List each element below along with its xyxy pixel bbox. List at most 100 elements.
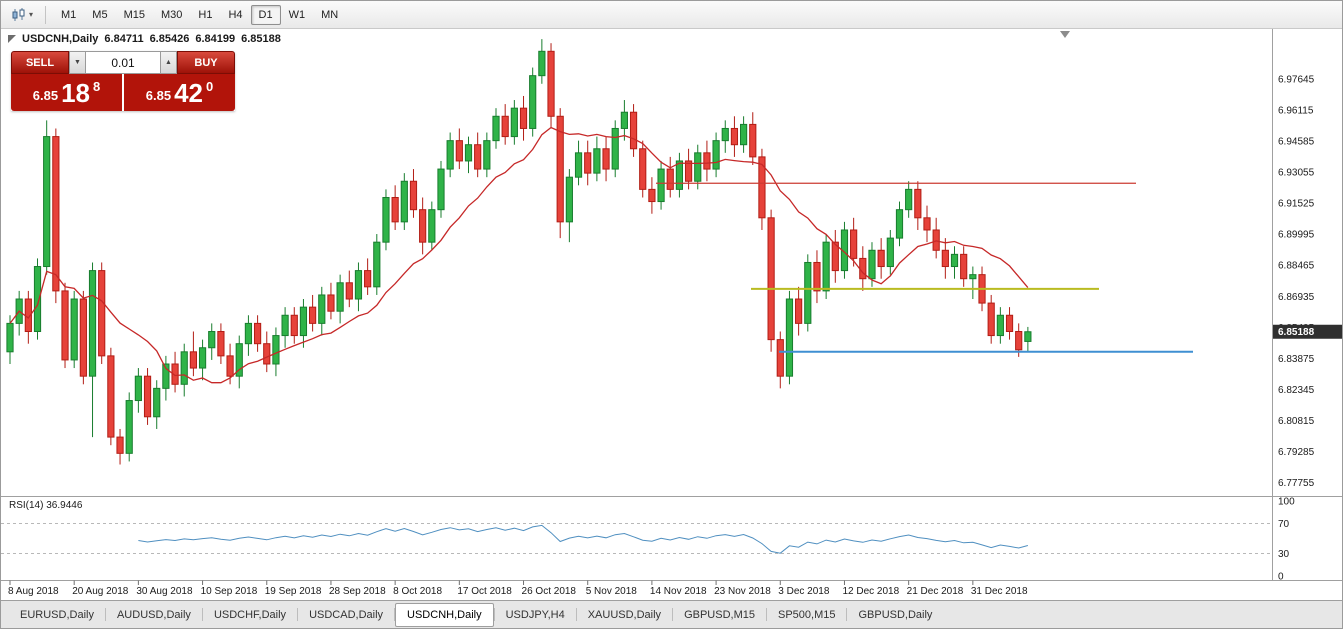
timeframe-button-d1[interactable]: D1 <box>250 4 281 25</box>
candle-body <box>281 314 289 337</box>
candle-body <box>969 274 977 280</box>
date-axis-label: 19 Sep 2018 <box>265 586 322 597</box>
tab-separator <box>575 608 577 621</box>
candle-body <box>593 148 601 174</box>
candle-body <box>538 50 546 77</box>
date-axis-label: 23 Nov 2018 <box>714 586 771 597</box>
candle-body <box>33 266 42 333</box>
candle-body <box>694 152 702 182</box>
candle-body <box>987 302 995 337</box>
chart-area[interactable]: 6.97645 6.96115 6.94585 6.93055 6.91525 6.899… <box>1 29 1343 602</box>
tab-separator <box>394 608 396 621</box>
chart-tab-xauusd[interactable]: XAUUSD,Daily <box>587 608 662 621</box>
tab-separator <box>493 608 495 621</box>
timeframe-button-mn[interactable]: MN <box>321 8 339 21</box>
candle-body <box>263 343 271 365</box>
candle-body <box>510 107 518 138</box>
date-axis-label: 30 Aug 2018 <box>136 586 193 597</box>
price-axis-label: 6.80815 <box>1278 416 1315 427</box>
candle-body <box>98 270 106 357</box>
candle-body <box>712 140 720 170</box>
ohlc-high: 6.85426 <box>149 33 190 45</box>
volume-decrease-button[interactable]: ▼ <box>69 51 86 74</box>
chart-tab-usdcad[interactable]: USDCAD,Daily <box>309 608 384 621</box>
price-axis-label: 6.79285 <box>1278 447 1315 458</box>
candle-body <box>455 140 463 162</box>
timeframe-button-w1[interactable]: W1 <box>288 8 306 21</box>
candle-body <box>1024 331 1032 342</box>
rsi-axis-label: 0 <box>1278 572 1284 583</box>
chart-shift-marker-icon[interactable] <box>1060 31 1070 38</box>
sell-price-sup: 8 <box>93 79 101 94</box>
chart-tab-usdjpy[interactable]: USDJPY,H4 <box>505 608 565 621</box>
rsi-axis-label: 100 <box>1278 497 1295 508</box>
candle-body <box>1015 331 1023 351</box>
candle-body <box>79 298 87 377</box>
chart-tab-gbpusd[interactable]: GBPUSD,M15 <box>684 608 755 621</box>
price-axis-label: 6.91525 <box>1278 199 1315 210</box>
timeframe-button-m30[interactable]: M30 <box>160 8 183 21</box>
date-axis-label: 8 Oct 2018 <box>393 586 442 597</box>
rsi-line[interactable] <box>138 524 1029 554</box>
candle-body <box>419 209 427 243</box>
candle-body <box>629 111 638 150</box>
date-axis-label: 28 Sep 2018 <box>329 586 386 597</box>
tab-separator <box>846 608 848 621</box>
chart-type-button[interactable]: ▾ <box>6 5 38 25</box>
timeframe-button-h4[interactable]: H4 <box>228 8 243 21</box>
candle-body <box>253 322 262 345</box>
candle-body <box>914 188 922 219</box>
timeframe-button-m1[interactable]: M1 <box>61 8 77 21</box>
moving-average-line[interactable] <box>9 126 1029 384</box>
toolbar-separator <box>45 5 47 24</box>
candle-body <box>43 136 51 268</box>
price-axis-label: 6.88465 <box>1278 261 1315 272</box>
candle-body <box>657 168 665 203</box>
price-chart-canvas[interactable]: 6.97645 6.96115 6.94585 6.93055 6.91525 6.899… <box>1 29 1343 602</box>
candle-body <box>584 152 592 174</box>
tab-separator <box>672 608 674 621</box>
rsi-axis-label: 70 <box>1278 519 1290 530</box>
candle-body <box>52 136 60 292</box>
volume-input[interactable]: 0.01 <box>86 51 160 74</box>
chart-tab-audusd[interactable]: AUDUSD,Daily <box>116 608 191 621</box>
sell-price-panel[interactable]: 6.85 18 8 <box>11 74 122 111</box>
candle-body <box>116 436 124 454</box>
candle-body <box>235 343 243 377</box>
price-axis-label: 6.86935 <box>1278 292 1315 303</box>
candle-body <box>895 209 904 239</box>
candle-body <box>70 298 78 361</box>
buy-price-panel[interactable]: 6.85 42 0 <box>124 74 235 111</box>
chart-tab-gbpusd[interactable]: GBPUSD,Daily <box>858 608 933 621</box>
candle-body <box>602 148 610 170</box>
chart-tab-usdcnh[interactable]: USDCNH,Daily <box>395 602 494 627</box>
candle-body <box>327 294 335 312</box>
price-axis-label: 6.82345 <box>1278 385 1315 396</box>
price-axis-label: 6.93055 <box>1278 168 1315 179</box>
timeframe-button-m5[interactable]: M5 <box>92 8 108 21</box>
candle-body <box>950 253 959 268</box>
candle-body <box>547 50 555 117</box>
buy-price-small: 6.85 <box>145 88 172 103</box>
candle-body <box>868 249 876 280</box>
sell-button[interactable]: SELL <box>11 51 69 74</box>
chart-tab-eurusd[interactable]: EURUSD,Daily <box>20 608 94 621</box>
top-toolbar: ▾ M1 M5 M15 M30 H1 H4 D1 W1 MN <box>1 1 1342 29</box>
candle-body <box>134 375 142 402</box>
chart-tabs: EURUSD,Daily AUDUSD,Daily USDCHF,Daily USDC… <box>1 600 1342 628</box>
candle-body <box>648 188 656 203</box>
price-axis-label: 6.77755 <box>1278 478 1315 489</box>
chart-tab-sp500[interactable]: SP500,M15 <box>777 608 836 621</box>
date-axis-label: 20 Aug 2018 <box>72 586 129 597</box>
candle-body <box>61 290 69 361</box>
timeframe-button-m15[interactable]: M15 <box>123 8 145 21</box>
current-price-value: 6.85188 <box>1278 327 1315 338</box>
buy-button[interactable]: BUY <box>177 51 235 74</box>
candle-body <box>409 180 418 211</box>
tab-separator <box>297 608 299 621</box>
timeframe-button-h1[interactable]: H1 <box>198 8 213 21</box>
tab-separator <box>104 608 106 621</box>
chart-tab-usdchf[interactable]: USDCHF,Daily <box>213 608 287 621</box>
volume-increase-button[interactable]: ▲ <box>160 51 177 74</box>
